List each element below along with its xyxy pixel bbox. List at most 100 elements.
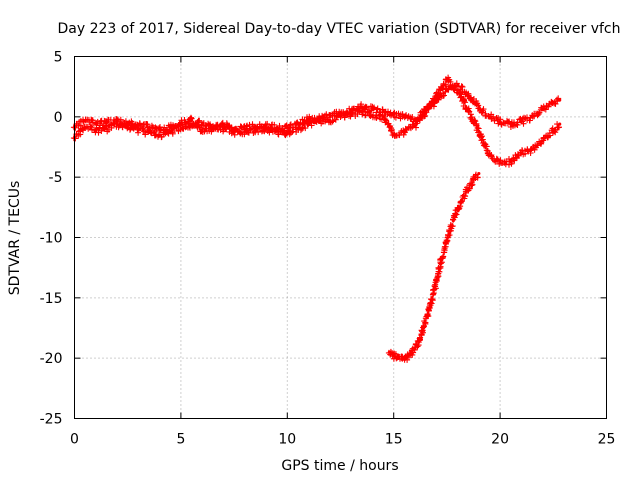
x-tick-label: 10 xyxy=(278,432,296,448)
data-point xyxy=(83,118,87,123)
x-axis-label: GPS time / hours xyxy=(281,458,398,474)
data-point xyxy=(360,110,364,114)
data-point xyxy=(360,105,364,109)
data-point xyxy=(317,120,321,124)
data-point xyxy=(243,129,247,133)
y-tick-label: -10 xyxy=(40,231,63,247)
data-point xyxy=(541,107,545,112)
data-point xyxy=(275,129,279,133)
plot-frame xyxy=(74,56,607,419)
data-point xyxy=(464,190,468,194)
x-tick-label: 20 xyxy=(491,432,509,448)
data-point xyxy=(519,151,523,155)
data-point xyxy=(498,120,502,124)
data-point xyxy=(136,128,140,132)
y-tick-label: 0 xyxy=(54,110,63,126)
data-point xyxy=(558,98,562,102)
data-point xyxy=(126,124,130,129)
data-point xyxy=(445,88,449,92)
data-point xyxy=(83,126,87,130)
data-point xyxy=(338,114,343,118)
data-point xyxy=(460,198,464,202)
series-markers xyxy=(70,80,562,135)
data-point xyxy=(402,115,406,119)
y-tick-labels: 5 0 -5 -10 -15 -20 -25 xyxy=(40,50,63,428)
data-point xyxy=(472,176,477,180)
data-point xyxy=(519,120,523,124)
y-tick-label: -25 xyxy=(40,412,63,428)
data-point xyxy=(487,153,492,158)
data-point xyxy=(551,129,555,133)
data-point xyxy=(147,126,151,130)
data-point xyxy=(328,115,332,119)
data-point xyxy=(402,130,406,135)
data-point xyxy=(530,147,534,152)
data-point xyxy=(530,115,534,119)
data-point xyxy=(451,219,455,223)
data-point xyxy=(424,111,428,115)
data-point xyxy=(370,114,375,118)
x-tick-label: 0 xyxy=(70,432,79,448)
data-point xyxy=(430,296,434,300)
data-point xyxy=(477,105,481,109)
data-point xyxy=(421,326,426,330)
data-point xyxy=(466,93,470,97)
data-point xyxy=(370,107,375,112)
data-point xyxy=(447,232,451,236)
data-point xyxy=(477,129,481,133)
data-point xyxy=(211,127,215,131)
data-point xyxy=(396,356,400,360)
x-tick-label: 15 xyxy=(385,432,403,448)
y-tick-label: -20 xyxy=(40,351,63,367)
data-point xyxy=(509,122,513,126)
data-point xyxy=(296,121,300,125)
data-point xyxy=(392,354,396,358)
data-point xyxy=(179,127,183,131)
chart-title: Day 223 of 2017, Sidereal Day-to-day VTE… xyxy=(57,21,620,37)
data-point xyxy=(477,171,481,176)
data-point xyxy=(468,182,472,187)
data-point xyxy=(200,129,204,133)
data-point xyxy=(434,279,438,283)
y-tick-label: -15 xyxy=(40,291,63,307)
data-point xyxy=(466,109,470,113)
data-point xyxy=(558,122,562,126)
data-point xyxy=(189,118,194,123)
data-point xyxy=(400,357,404,361)
data-point xyxy=(487,115,492,119)
data-point xyxy=(306,122,311,126)
data-point xyxy=(413,124,417,129)
data-point xyxy=(387,350,392,354)
series-track-b xyxy=(70,74,562,168)
x-tick-label: 5 xyxy=(176,432,185,448)
data-series xyxy=(70,74,562,363)
data-point xyxy=(264,127,268,131)
data-point xyxy=(443,246,447,250)
data-point xyxy=(296,127,300,131)
data-point xyxy=(541,139,545,143)
data-point xyxy=(94,129,98,133)
data-point xyxy=(434,93,438,97)
data-point xyxy=(94,122,98,126)
data-point xyxy=(381,109,385,113)
series-markers xyxy=(385,171,481,363)
series-track-c xyxy=(385,171,481,363)
data-point xyxy=(551,100,555,104)
x-tick-label: 25 xyxy=(598,432,616,448)
data-point xyxy=(498,161,502,165)
data-point xyxy=(115,122,119,126)
data-point xyxy=(455,88,460,92)
y-tick-label: 5 xyxy=(54,50,63,66)
series-track-a xyxy=(70,80,562,135)
data-point xyxy=(455,208,460,212)
data-point xyxy=(413,346,417,351)
data-point xyxy=(104,127,109,131)
data-point xyxy=(409,352,413,357)
data-point xyxy=(438,262,443,266)
data-point xyxy=(445,77,449,82)
y-axis-label: SDTVAR / TECUs xyxy=(7,181,23,296)
data-point xyxy=(285,130,289,135)
data-point xyxy=(404,356,409,360)
data-point xyxy=(168,130,172,135)
